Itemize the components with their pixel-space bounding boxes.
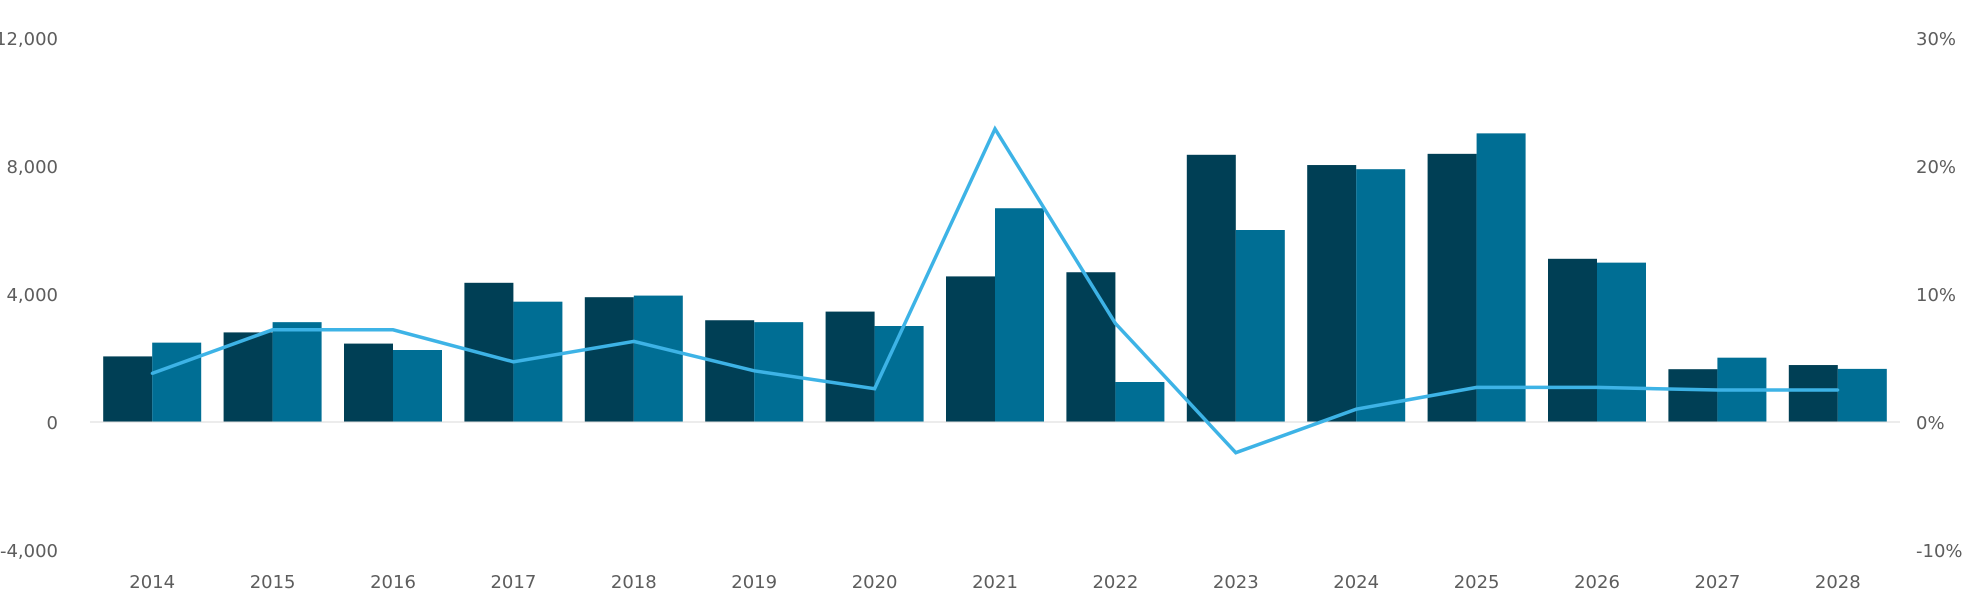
- bar-series-2-2025: [1476, 133, 1526, 423]
- x-tick-label: 2028: [1815, 572, 1861, 593]
- line-point-2027: [1715, 388, 1719, 392]
- line-point-2015: [271, 328, 275, 332]
- right-tick-label: 20%: [1916, 157, 1956, 178]
- x-tick-label: 2019: [731, 572, 777, 593]
- bar-series-2-2024: [1356, 169, 1406, 422]
- bar-series-1-2025: [1427, 153, 1477, 422]
- line-point-2021: [993, 127, 997, 131]
- line-point-2022: [1113, 321, 1117, 325]
- bar-series-2-2016: [393, 350, 442, 422]
- left-tick-label: 4,000: [6, 285, 58, 306]
- bar-series-1-2018: [584, 297, 634, 422]
- x-axis: 2014 2015 2016 2017 2018 2019 2020 2021 2022 2023…: [129, 572, 1860, 593]
- line-point-2024: [1354, 407, 1358, 411]
- line-point-2020: [873, 387, 877, 391]
- line-point-2017: [511, 360, 515, 364]
- right-tick-label: 30%: [1916, 29, 1956, 50]
- line-point-2025: [1475, 385, 1479, 389]
- right-tick-label: 10%: [1916, 285, 1956, 306]
- x-tick-label: 2025: [1454, 572, 1500, 593]
- x-tick-label: 2018: [611, 572, 657, 593]
- bar-series-1-2020: [825, 311, 875, 422]
- line-point-2026: [1595, 385, 1599, 389]
- bar-series-1-2027: [1668, 369, 1718, 422]
- bar-series-2-2014: [152, 342, 202, 422]
- bar-series-1-2015: [223, 332, 273, 422]
- right-tick-label: 0%: [1916, 413, 1945, 434]
- x-tick-label: 2017: [490, 572, 536, 593]
- bar-series-2-2026: [1597, 262, 1646, 422]
- bar-series-2-2022: [1115, 382, 1165, 422]
- bar-series-1-2024: [1307, 165, 1357, 423]
- bar-series-1-2022: [1066, 272, 1116, 422]
- line-point-2016: [391, 328, 395, 332]
- bar-series-1-2023: [1186, 154, 1236, 423]
- line-point-2018: [632, 339, 636, 343]
- left-tick-label: -4,000: [0, 541, 58, 562]
- growth-line: [150, 125, 1840, 455]
- left-tick-label: 12,000: [0, 29, 58, 50]
- x-tick-label: 2016: [370, 572, 416, 593]
- bar-series-2-2028: [1837, 368, 1887, 422]
- left-tick-label: 0: [47, 413, 58, 434]
- bar-series-2-2018: [633, 295, 683, 422]
- bars: [103, 133, 1887, 423]
- x-tick-label: 2022: [1092, 572, 1138, 593]
- left-axis: 12,000 8,000 4,000 0 -4,000: [0, 29, 58, 562]
- bar-series-2-2023: [1235, 230, 1285, 422]
- bar-series-1-2026: [1548, 258, 1597, 422]
- bar-series-1-2021: [946, 276, 995, 422]
- x-tick-label: 2024: [1333, 572, 1379, 593]
- line-point-2019: [752, 369, 756, 373]
- bar-series-1-2014: [103, 356, 153, 422]
- x-tick-label: 2015: [250, 572, 296, 593]
- x-tick-label: 2027: [1694, 572, 1740, 593]
- x-tick-label: 2026: [1574, 572, 1620, 593]
- bar-series-2-2015: [272, 322, 322, 422]
- line-point-2014: [150, 371, 154, 375]
- bar-series-1-2028: [1788, 365, 1838, 422]
- bar-series-1-2019: [705, 320, 755, 422]
- x-tick-label: 2014: [129, 572, 175, 593]
- bar-series-2-2021: [995, 208, 1044, 422]
- line-point-2028: [1836, 388, 1840, 392]
- left-tick-label: 8,000: [6, 157, 58, 178]
- bar-series-1-2016: [344, 343, 393, 422]
- x-tick-label: 2021: [972, 572, 1018, 593]
- x-tick-label: 2023: [1213, 572, 1259, 593]
- x-tick-label: 2020: [852, 572, 898, 593]
- right-tick-label: -10%: [1916, 541, 1963, 562]
- line-point-2023: [1234, 451, 1238, 455]
- right-axis: 30% 20% 10% 0% -10%: [1916, 29, 1963, 562]
